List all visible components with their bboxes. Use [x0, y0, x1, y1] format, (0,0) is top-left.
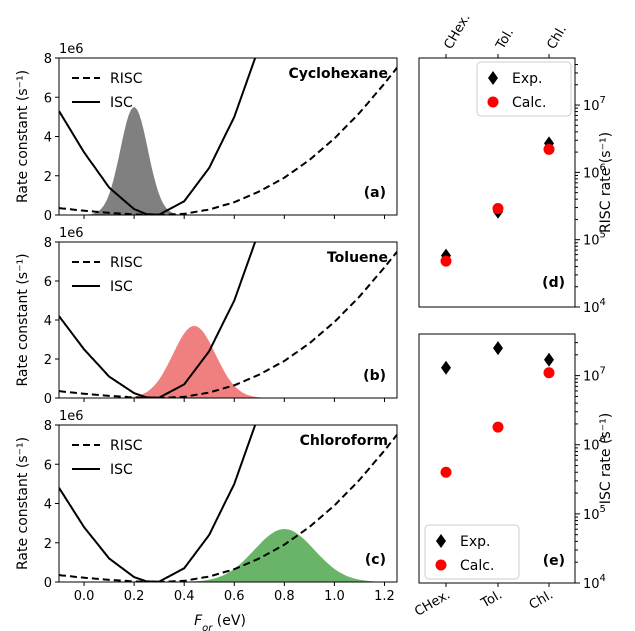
y-axis-label: Rate constant (s⁻¹) — [15, 253, 31, 386]
legend-box — [424, 524, 520, 580]
y-axis-label: Rate constant (s⁻¹) — [15, 437, 31, 570]
offset-text: 1e6 — [59, 226, 84, 241]
category-label: CHex. — [412, 587, 453, 619]
y-tick-label: 106 — [583, 435, 606, 454]
calc-point — [543, 143, 555, 155]
calc-point — [492, 421, 504, 433]
legend-label: Calc. — [460, 558, 494, 574]
y-tick-label: 6 — [44, 458, 52, 473]
y-tick-label: 105 — [583, 504, 606, 523]
category-label: Tol. — [478, 587, 505, 611]
x-tick-label: 0.8 — [274, 589, 295, 604]
series-line-risc — [59, 251, 397, 398]
axes-frame — [418, 333, 576, 584]
y-tick-label: 6 — [44, 275, 52, 290]
y-tick-label: 105 — [583, 230, 606, 249]
panel-c: 0 2 4 6 8 0.0 0.2 0.4 0.6 0.8 1.0 1.2 1e6 Rate consta… — [15, 409, 398, 604]
legend-box — [476, 61, 572, 117]
y-tick-label: 104 — [583, 573, 606, 592]
y-tick-label: 2 — [44, 537, 52, 552]
y-tick-label: 8 — [44, 419, 52, 434]
y-tick-label: 2 — [44, 353, 52, 368]
legend-marker — [436, 534, 446, 548]
legend-label: Exp. — [512, 71, 542, 87]
y-tick-label: 4 — [44, 314, 52, 329]
panel-label: (e) — [543, 553, 565, 569]
y-tick-label: 0 — [44, 576, 52, 591]
y-tick-label: 8 — [44, 52, 52, 67]
calc-point — [440, 466, 452, 478]
panel-a: 0 2 4 6 8 1e6 Rate constant (s⁻¹) Cyclohexane (a… — [15, 42, 398, 224]
series-line-risc — [59, 434, 397, 582]
legend-label: Calc. — [512, 95, 546, 111]
legend-marker — [488, 71, 498, 85]
x-axis-label: For (eV) — [194, 613, 246, 631]
solvent-label: Chloroform — [300, 433, 388, 449]
panel-label: (b) — [363, 368, 386, 384]
y-tick-label: 4 — [44, 498, 52, 513]
solvent-label: Toluene — [327, 250, 388, 266]
exp-point — [441, 360, 451, 375]
panel-d: 104 105 106 107 CHex. Tol. Chl. RISC rate (s⁻¹)… — [418, 11, 614, 316]
exp-point — [544, 352, 554, 367]
legend-label: RISC — [110, 71, 143, 87]
category-label: Chl. — [544, 23, 570, 52]
series-line-isc — [59, 242, 257, 398]
exp-point — [493, 341, 503, 356]
offset-text: 1e6 — [59, 42, 84, 57]
category-label: Tol. — [493, 26, 517, 53]
x-tick-label: 0.6 — [224, 589, 245, 604]
y-tick-label: 8 — [44, 236, 52, 251]
legend-label: Exp. — [460, 534, 490, 550]
y-axis-label: RISC rate (s⁻¹) — [598, 132, 614, 233]
y-tick-label: 106 — [583, 162, 606, 181]
solvent-label: Cyclohexane — [288, 66, 388, 82]
panel-e: 104 105 106 107 CHex. Tol. Chl. ISC rate (s⁻¹) (… — [412, 333, 614, 620]
panel-label: (c) — [365, 552, 386, 568]
x-tick-label: 0.4 — [174, 589, 195, 604]
y-tick-label: 6 — [44, 91, 52, 106]
y-axis-label: ISC rate (s⁻¹) — [598, 413, 614, 504]
series-line-risc — [59, 67, 397, 215]
y-tick-label: 2 — [44, 170, 52, 185]
y-axis-label: Rate constant (s⁻¹) — [15, 70, 31, 203]
y-tick-label: 107 — [583, 366, 606, 385]
panel-label: (d) — [542, 275, 565, 291]
y-tick-label: 107 — [583, 95, 606, 114]
y-tick-label: 104 — [583, 297, 606, 316]
y-tick-label: 0 — [44, 392, 52, 407]
category-label: CHex. — [441, 11, 473, 52]
legend-label: RISC — [110, 438, 143, 454]
panel-b: 0 2 4 6 8 1e6 Rate constant (s⁻¹) Toluene (b) RIS… — [15, 226, 398, 407]
series-line-isc — [59, 58, 257, 215]
calc-point — [440, 255, 452, 267]
panel-label: (a) — [364, 185, 386, 201]
series-line-isc — [59, 425, 257, 582]
x-tick-label: 1.0 — [324, 589, 345, 604]
legend-label: ISC — [110, 95, 133, 111]
distribution-fill — [59, 529, 397, 582]
x-tick-label: 1.2 — [374, 589, 395, 604]
calc-point — [543, 367, 555, 379]
x-tick-label: 0.2 — [124, 589, 145, 604]
offset-text: 1e6 — [59, 409, 84, 424]
legend-marker — [435, 559, 447, 571]
x-tick-label: 0.0 — [74, 589, 95, 604]
legend-label: ISC — [110, 462, 133, 478]
calc-point — [492, 203, 504, 215]
distribution-fill — [59, 325, 397, 398]
legend-marker — [487, 96, 499, 108]
y-tick-label: 0 — [44, 209, 52, 224]
legend-label: RISC — [110, 255, 143, 271]
category-label: Chl. — [527, 587, 556, 613]
legend-label: ISC — [110, 279, 133, 295]
y-tick-label: 4 — [44, 131, 52, 146]
distribution-fill — [59, 107, 397, 215]
